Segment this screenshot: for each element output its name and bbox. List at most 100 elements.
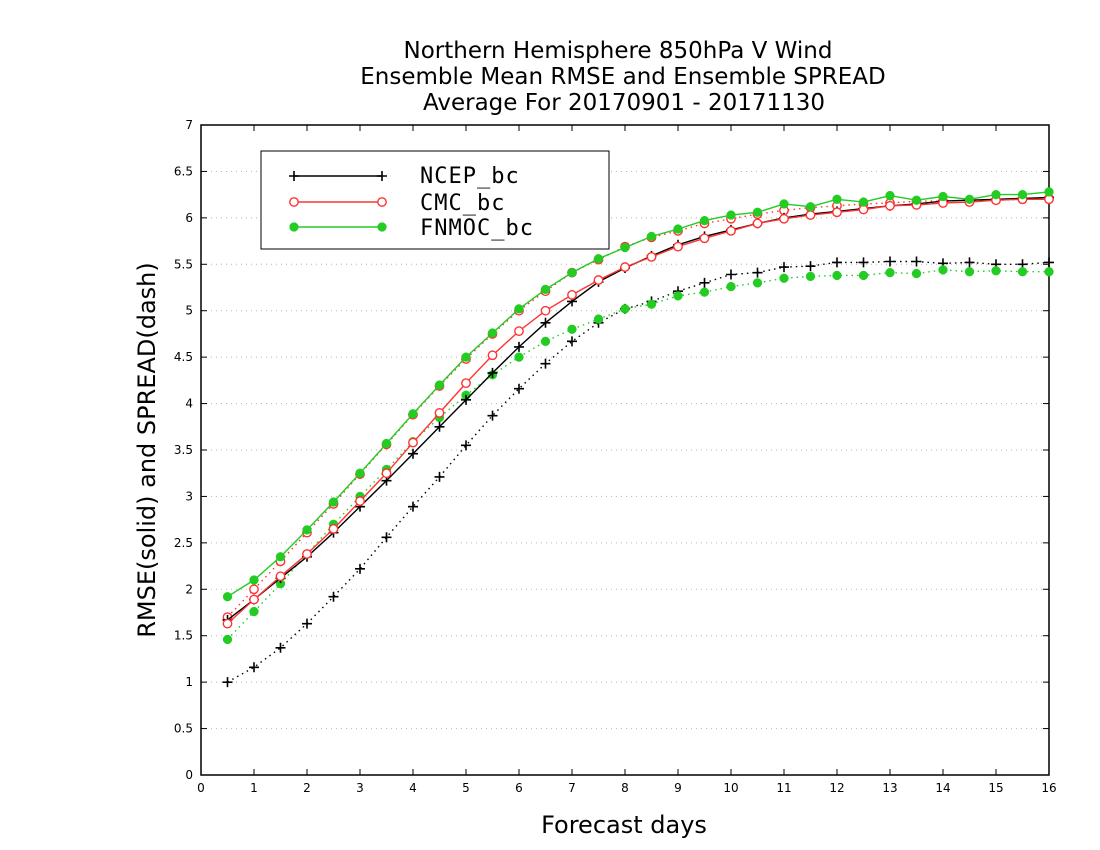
data-point-CMC_bc-rmse: [752, 218, 763, 229]
chart-title-line-1: Northern Hemisphere 850hPa V Wind: [404, 38, 833, 64]
legend-marker-FNMOC_bc: [377, 222, 387, 232]
y-tick-label: 2: [185, 582, 193, 596]
data-point-FNMOC_bc-spread: [593, 314, 604, 324]
x-tick-label: 11: [776, 781, 791, 795]
data-point-FNMOC_bc-rmse: [805, 202, 816, 212]
data-point-CMC_bc-rmse: [302, 549, 312, 559]
data-point-FNMOC_bc-spread: [222, 634, 233, 645]
data-point-NCEP_bc-rmse: [461, 394, 471, 405]
data-point-FNMOC_bc-spread: [858, 270, 869, 281]
data-point-CMC_bc-rmse: [885, 200, 895, 211]
data-point-FNMOC_bc-rmse: [964, 194, 975, 204]
x-axis-label: Forecast days: [541, 811, 707, 839]
y-tick-label: 5: [185, 304, 193, 318]
data-point-NCEP_bc-spread: [461, 440, 471, 451]
data-point-CMC_bc-rmse: [328, 524, 339, 534]
data-point-FNMOC_bc-spread: [514, 352, 524, 362]
y-axis-label: RMSE(solid) and SPREAD(dash): [133, 262, 161, 638]
data-point-CMC_bc-spread: [249, 584, 259, 595]
data-point-FNMOC_bc-rmse: [461, 352, 471, 362]
data-point-NCEP_bc-spread: [540, 358, 551, 369]
data-point-NCEP_bc-spread: [964, 257, 975, 268]
data-point-FNMOC_bc-rmse: [938, 191, 948, 202]
data-point-CMC_bc-rmse: [779, 213, 789, 224]
data-point-NCEP_bc-spread: [858, 257, 869, 268]
data-point-FNMOC_bc-rmse: [355, 468, 365, 478]
data-point-FNMOC_bc-rmse: [1017, 189, 1028, 200]
legend-label-cmc: CMC_bc: [420, 191, 505, 216]
x-tick-label: 10: [723, 781, 738, 795]
data-point-CMC_bc-rmse: [699, 233, 710, 244]
data-point-FNMOC_bc-spread: [646, 299, 657, 309]
x-tick-label: 2: [303, 781, 311, 795]
data-point-FNMOC_bc-rmse: [832, 194, 842, 204]
x-tick-label: 6: [515, 781, 523, 795]
x-tick-label: 5: [462, 781, 470, 795]
x-tick-label: 13: [882, 781, 897, 795]
data-point-CMC_bc-rmse: [726, 225, 736, 236]
legend-label-fnmoc: FNMOC_bc: [420, 216, 534, 241]
data-point-FNMOC_bc-rmse: [911, 195, 922, 205]
x-tick-label: 4: [409, 781, 417, 795]
y-tick-label: 3: [185, 489, 193, 503]
data-point-FNMOC_bc-rmse: [540, 284, 551, 295]
data-point-NCEP_bc-spread: [752, 267, 763, 278]
data-point-FNMOC_bc-rmse: [620, 242, 630, 253]
data-point-NCEP_bc-spread: [408, 501, 418, 512]
data-point-FNMOC_bc-spread: [991, 266, 1001, 276]
data-point-NCEP_bc-spread: [1044, 257, 1054, 268]
x-tick-label: 1: [250, 781, 258, 795]
y-tick-label: 0.5: [174, 722, 193, 736]
data-point-FNMOC_bc-spread: [805, 271, 816, 282]
data-point-NCEP_bc-spread: [726, 269, 736, 280]
data-point-NCEP_bc-spread: [699, 277, 710, 288]
data-point-FNMOC_bc-spread: [620, 304, 630, 314]
data-point-FNMOC_bc-spread: [567, 324, 577, 334]
y-tick-label: 3.5: [174, 443, 193, 457]
legend-marker-CMC_bc: [289, 197, 299, 207]
x-tick-label: 3: [356, 781, 364, 795]
y-tick-label: 1: [185, 675, 193, 689]
y-tick-label: 4.5: [174, 350, 193, 364]
data-point-FNMOC_bc-rmse: [328, 497, 339, 507]
data-point-FNMOC_bc-spread: [964, 267, 975, 277]
x-tick-label: 8: [621, 781, 629, 795]
x-tick-label: 14: [935, 781, 950, 795]
data-point-NCEP_bc-rmse: [434, 421, 445, 432]
data-point-CMC_bc-rmse: [222, 618, 233, 629]
y-tick-label: 4: [185, 397, 193, 411]
data-point-NCEP_bc-spread: [434, 471, 445, 482]
legend-marker-FNMOC_bc: [289, 222, 299, 232]
data-point-CMC_bc-rmse: [646, 251, 657, 262]
data-point-FNMOC_bc-rmse: [514, 304, 524, 314]
legend-box: [260, 150, 610, 250]
data-point-FNMOC_bc-spread: [885, 267, 895, 278]
x-tick-label: 15: [988, 781, 1003, 795]
data-point-FNMOC_bc-spread: [540, 336, 551, 347]
data-point-FNMOC_bc-rmse: [673, 224, 683, 234]
data-point-FNMOC_bc-spread: [249, 606, 259, 617]
data-point-CMC_bc-rmse: [805, 210, 816, 220]
data-point-CMC_bc-rmse: [461, 378, 471, 389]
data-point-FNMOC_bc-spread: [1044, 267, 1054, 277]
data-point-CMC_bc-rmse: [487, 350, 498, 361]
legend-marker-NCEP_bc: [289, 171, 299, 181]
data-point-NCEP_bc-rmse: [487, 367, 498, 378]
data-point-FNMOC_bc-rmse: [249, 575, 259, 585]
data-point-FNMOC_bc-spread: [779, 273, 789, 283]
data-point-FNMOC_bc-rmse: [275, 552, 286, 562]
chart-title-line-2: Ensemble Mean RMSE and Ensemble SPREAD: [360, 64, 885, 90]
data-point-FNMOC_bc-rmse: [646, 231, 657, 242]
x-tick-label: 16: [1041, 781, 1056, 795]
data-point-FNMOC_bc-rmse: [699, 215, 710, 226]
legend-marks: [289, 171, 387, 232]
data-point-CMC_bc-rmse: [381, 468, 392, 479]
series-layer: [222, 187, 1054, 688]
data-point-CMC_bc-rmse: [593, 275, 604, 285]
data-point-CMC_bc-rmse: [355, 496, 365, 506]
data-point-NCEP_bc-spread: [222, 677, 233, 688]
data-point-CMC_bc-rmse: [832, 207, 842, 218]
data-point-FNMOC_bc-rmse: [302, 525, 312, 535]
